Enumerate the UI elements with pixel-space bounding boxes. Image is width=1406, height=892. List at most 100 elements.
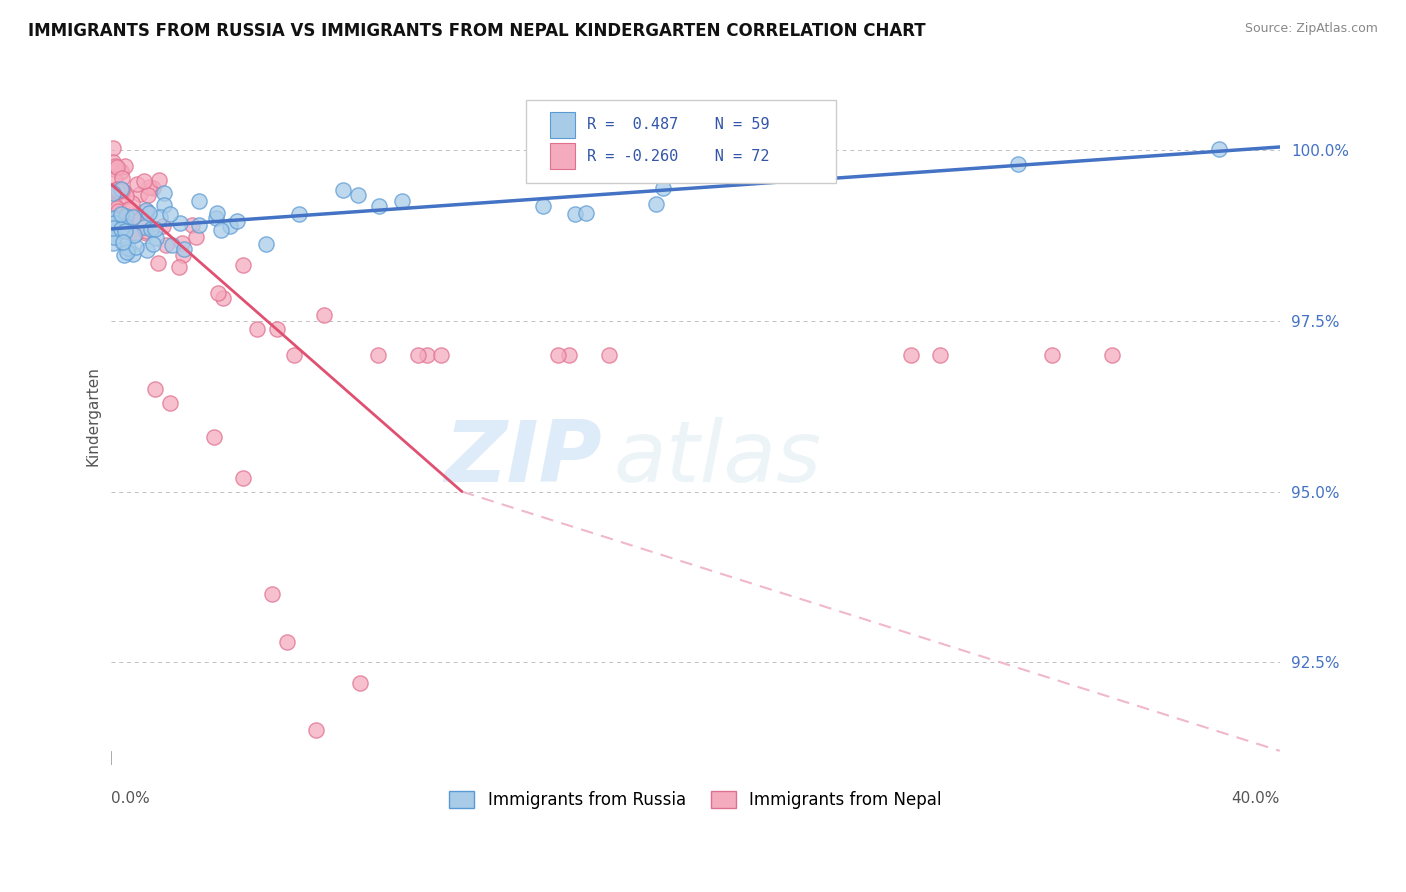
Point [111, 235, 134, 249]
Point [143, 382, 166, 396]
Point [598, 348, 620, 362]
Point [107, 184, 129, 198]
Point [136, 188, 159, 202]
Point [134, 219, 156, 234]
Point [104, 184, 127, 198]
Point [558, 348, 581, 362]
Point [349, 675, 371, 690]
Point [101, 141, 124, 155]
Text: R =  0.487    N = 59: R = 0.487 N = 59 [586, 118, 769, 132]
Point [188, 218, 211, 232]
Point [226, 214, 249, 228]
Point [121, 222, 143, 236]
Point [125, 208, 148, 222]
Point [104, 159, 127, 173]
Point [143, 222, 166, 236]
Point [547, 348, 569, 362]
Point [153, 186, 176, 201]
Point [1042, 348, 1064, 362]
Point [246, 322, 269, 336]
Point [209, 223, 232, 237]
Point [207, 286, 229, 301]
Point [152, 219, 174, 234]
Point [254, 236, 277, 251]
Point [121, 247, 143, 261]
Point [124, 226, 146, 240]
Point [101, 235, 124, 250]
Point [135, 204, 157, 219]
Point [125, 240, 148, 254]
Y-axis label: Kindergarten: Kindergarten [86, 367, 100, 467]
Point [651, 180, 673, 194]
Point [212, 291, 235, 305]
Legend: Immigrants from Russia, Immigrants from Nepal: Immigrants from Russia, Immigrants from … [443, 784, 949, 815]
Point [108, 222, 131, 236]
Point [115, 213, 138, 227]
Point [155, 238, 177, 252]
Point [184, 230, 207, 244]
Point [105, 160, 128, 174]
Point [101, 227, 124, 241]
Point [305, 723, 328, 738]
Point [114, 159, 136, 173]
Point [531, 199, 554, 213]
Point [204, 211, 226, 225]
Point [159, 396, 181, 410]
Point [260, 587, 283, 601]
Point [110, 165, 132, 179]
Text: Source: ZipAtlas.com: Source: ZipAtlas.com [1244, 22, 1378, 36]
Point [122, 210, 145, 224]
Bar [550, 143, 575, 169]
Point [110, 182, 132, 196]
Text: R = -0.260    N = 72: R = -0.260 N = 72 [586, 149, 769, 164]
Point [128, 186, 150, 201]
Text: IMMIGRANTS FROM RUSSIA VS IMMIGRANTS FROM NEPAL KINDERGARTEN CORRELATION CHART: IMMIGRANTS FROM RUSSIA VS IMMIGRANTS FRO… [28, 22, 925, 40]
Point [103, 216, 125, 230]
Point [121, 196, 143, 211]
Point [115, 220, 138, 235]
Point [429, 348, 451, 362]
Point [900, 348, 922, 362]
Point [132, 174, 155, 188]
Point [135, 224, 157, 238]
Point [103, 194, 125, 209]
Point [202, 430, 225, 444]
Point [159, 206, 181, 220]
Point [105, 184, 128, 198]
Bar [550, 112, 575, 138]
Point [115, 244, 138, 259]
Point [205, 206, 228, 220]
Point [162, 238, 184, 252]
Point [107, 204, 129, 219]
Point [152, 197, 174, 211]
Point [104, 219, 127, 234]
Point [111, 208, 134, 222]
Point [276, 634, 298, 648]
Point [104, 162, 127, 177]
Point [169, 216, 191, 230]
Point [929, 348, 952, 362]
Point [105, 182, 128, 196]
Point [103, 230, 125, 244]
Point [117, 241, 139, 255]
Point [283, 348, 305, 362]
Point [103, 172, 125, 186]
Point [135, 227, 157, 241]
Point [114, 224, 136, 238]
Point [135, 203, 157, 218]
Point [110, 207, 132, 221]
Point [232, 471, 254, 485]
Point [145, 230, 167, 244]
Text: ZIP: ZIP [444, 417, 602, 500]
Point [112, 184, 135, 198]
Point [167, 260, 190, 274]
Point [188, 194, 211, 208]
Point [110, 221, 132, 235]
Point [142, 181, 165, 195]
Point [138, 180, 160, 194]
Point [1007, 157, 1029, 171]
Point [101, 211, 124, 226]
Point [564, 207, 586, 221]
Point [104, 183, 127, 197]
Point [332, 183, 354, 197]
